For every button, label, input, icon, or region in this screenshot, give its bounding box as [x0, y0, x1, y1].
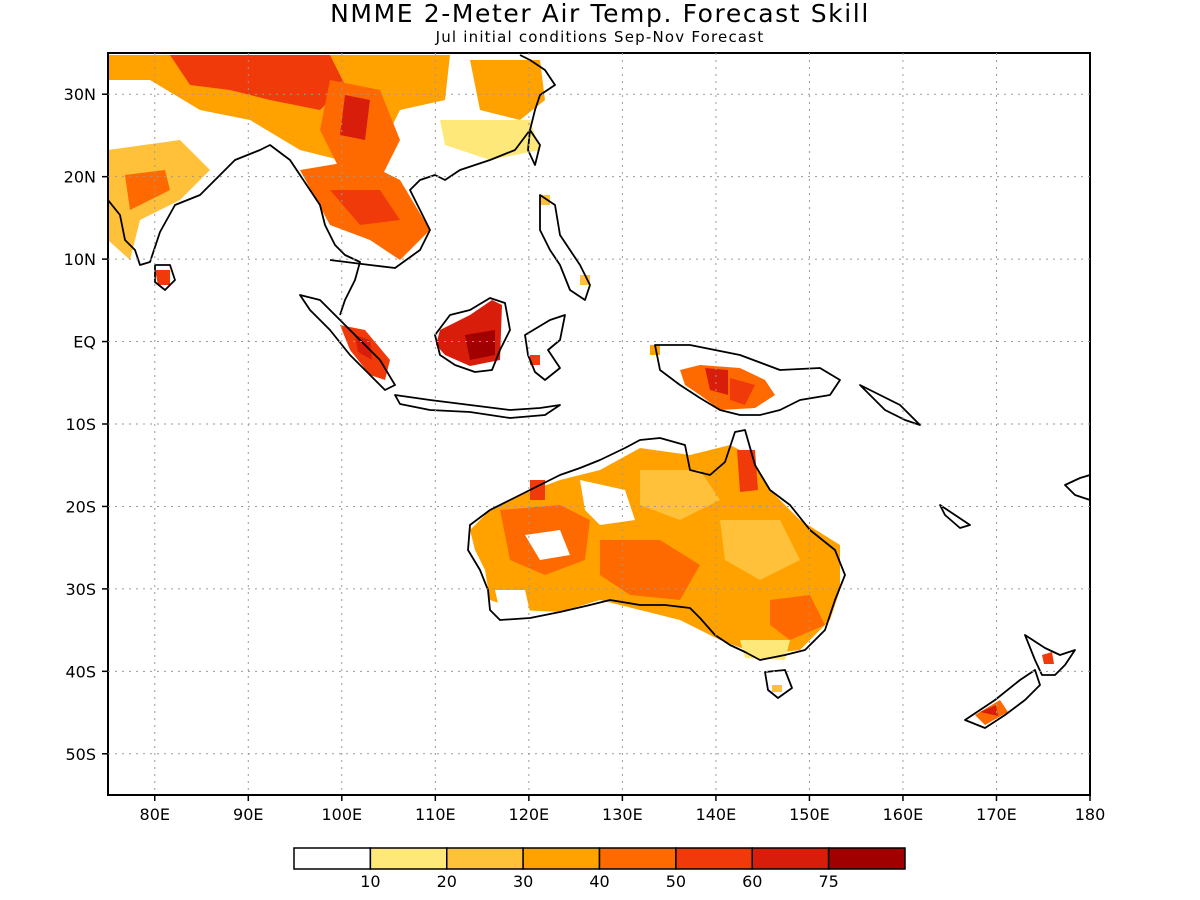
colorbar-label: 20	[437, 872, 457, 891]
colorbar-label: 60	[742, 872, 762, 891]
lon-tick-label: 170E	[976, 805, 1017, 824]
graticule	[108, 53, 1090, 795]
colorbar-swatch	[675, 847, 753, 870]
colorbar-swatch	[446, 847, 524, 870]
lon-tick-label: 120E	[509, 805, 550, 824]
lat-tick-label: 40S	[65, 662, 96, 681]
colorbar-swatch	[369, 847, 448, 870]
colorbar-swatch	[598, 847, 677, 870]
lat-tick-label: 50S	[65, 745, 96, 764]
colorbar: 10 20 30 40 50 60 75	[293, 847, 906, 891]
lat-tick-label: 20S	[65, 497, 96, 516]
lon-tick-label: 140E	[696, 805, 737, 824]
colorbar-label: 40	[589, 872, 609, 891]
map-title: NMME 2-Meter Air Temp. Forecast Skill	[330, 0, 870, 28]
lat-tick-label: EQ	[73, 333, 96, 352]
skill-shading	[108, 55, 1054, 725]
map-subtitle: Jul initial conditions Sep-Nov Forecast	[435, 28, 765, 46]
colorbar-swatch	[751, 847, 830, 870]
lon-tick-label: 90E	[233, 805, 263, 824]
lon-tick-label: 100E	[321, 805, 362, 824]
colorbar-label: 10	[360, 872, 380, 891]
colorbar-label: 30	[513, 872, 533, 891]
lon-tick-label: 130E	[602, 805, 643, 824]
colorbar-swatch	[522, 847, 601, 870]
colorbar-swatch	[293, 847, 372, 870]
lon-tick-label: 110E	[415, 805, 456, 824]
lon-tick-label: 150E	[789, 805, 830, 824]
axes: 30N 20N 10N EQ 10S 20S 30S 40S 50S 80E 90E 100E 110E…	[64, 85, 1106, 824]
colorbar-swatch	[827, 847, 906, 870]
lat-tick-label: 30N	[64, 85, 96, 104]
lon-tick-label: 80E	[140, 805, 170, 824]
colorbar-label: 50	[666, 872, 686, 891]
lon-tick-label: 160E	[883, 805, 924, 824]
coastlines	[108, 54, 1090, 729]
lat-tick-label: 10S	[65, 415, 96, 434]
lat-tick-label: 10N	[64, 250, 96, 269]
lon-tick-label: 180	[1075, 805, 1106, 824]
colorbar-label: 75	[818, 872, 838, 891]
lat-tick-label: 20N	[64, 168, 96, 187]
lat-tick-label: 30S	[65, 580, 96, 599]
